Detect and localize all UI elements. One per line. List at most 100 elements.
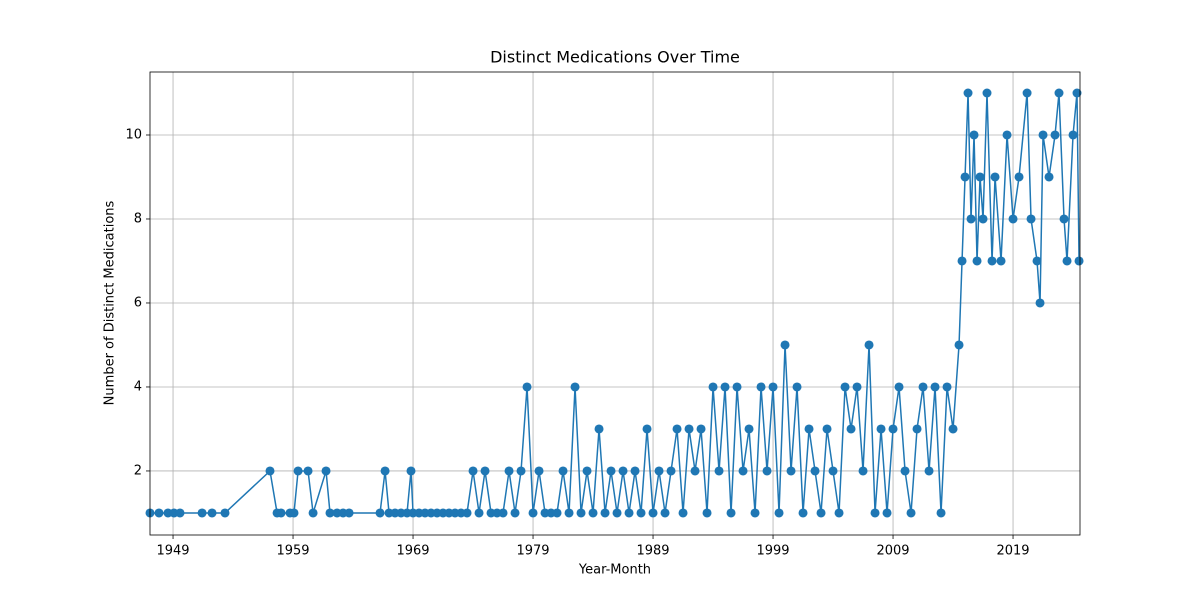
data-point bbox=[852, 382, 862, 392]
data-point bbox=[912, 424, 922, 434]
grid-layer bbox=[150, 72, 1080, 535]
data-point bbox=[672, 424, 682, 434]
data-point bbox=[207, 508, 217, 518]
data-point bbox=[1050, 130, 1060, 140]
data-point bbox=[708, 382, 718, 392]
data-point bbox=[642, 424, 652, 434]
data-point bbox=[918, 382, 928, 392]
data-point bbox=[276, 508, 286, 518]
data-point bbox=[828, 466, 838, 476]
data-point bbox=[660, 508, 670, 518]
data-point bbox=[762, 466, 772, 476]
data-point bbox=[576, 508, 586, 518]
data-point bbox=[1032, 256, 1042, 266]
data-point bbox=[1038, 130, 1048, 140]
data-point bbox=[564, 508, 574, 518]
data-point bbox=[612, 508, 622, 518]
data-point bbox=[780, 340, 790, 350]
data-point bbox=[510, 508, 520, 518]
data-point bbox=[630, 466, 640, 476]
data-point bbox=[308, 508, 318, 518]
data-point bbox=[816, 508, 826, 518]
data-point bbox=[600, 508, 610, 518]
data-point bbox=[840, 382, 850, 392]
data-point bbox=[406, 466, 416, 476]
data-point bbox=[684, 424, 694, 434]
data-point bbox=[534, 466, 544, 476]
data-point bbox=[498, 508, 508, 518]
data-point bbox=[876, 424, 886, 434]
y-tick-label: 2 bbox=[134, 463, 142, 478]
data-point bbox=[618, 466, 628, 476]
data-point bbox=[220, 508, 230, 518]
data-point bbox=[966, 214, 976, 224]
data-point bbox=[678, 508, 688, 518]
data-point bbox=[1026, 214, 1036, 224]
data-point bbox=[774, 508, 784, 518]
data-point bbox=[606, 466, 616, 476]
data-point bbox=[380, 466, 390, 476]
data-point bbox=[702, 508, 712, 518]
data-point bbox=[936, 508, 946, 518]
data-point bbox=[293, 466, 303, 476]
data-point bbox=[265, 466, 275, 476]
data-point bbox=[948, 424, 958, 434]
data-point bbox=[582, 466, 592, 476]
data-point bbox=[906, 508, 916, 518]
x-tick-label: 1989 bbox=[636, 544, 669, 559]
data-point bbox=[990, 172, 1000, 182]
data-point bbox=[786, 466, 796, 476]
data-point bbox=[957, 256, 967, 266]
data-point bbox=[1035, 298, 1045, 308]
data-point bbox=[982, 88, 992, 98]
data-point bbox=[744, 424, 754, 434]
data-point bbox=[996, 256, 1006, 266]
data-point bbox=[636, 508, 646, 518]
data-point bbox=[834, 508, 844, 518]
y-tick-label: 6 bbox=[134, 295, 142, 310]
data-point bbox=[624, 508, 634, 518]
data-point bbox=[969, 130, 979, 140]
data-point bbox=[558, 466, 568, 476]
x-tick-label: 1999 bbox=[756, 544, 789, 559]
data-point bbox=[690, 466, 700, 476]
data-point bbox=[954, 340, 964, 350]
data-point bbox=[888, 424, 898, 434]
data-point bbox=[462, 508, 472, 518]
data-point bbox=[1002, 130, 1012, 140]
data-point bbox=[480, 466, 490, 476]
data-point bbox=[594, 424, 604, 434]
data-point bbox=[344, 508, 354, 518]
data-point bbox=[474, 508, 484, 518]
data-point bbox=[726, 508, 736, 518]
data-point bbox=[822, 424, 832, 434]
data-point bbox=[894, 382, 904, 392]
chart-title: Distinct Medications Over Time bbox=[490, 48, 740, 67]
data-point bbox=[792, 382, 802, 392]
data-point bbox=[768, 382, 778, 392]
data-point bbox=[552, 508, 562, 518]
data-point bbox=[1074, 256, 1084, 266]
data-point bbox=[666, 466, 676, 476]
data-point bbox=[963, 88, 973, 98]
data-point bbox=[864, 340, 874, 350]
data-point bbox=[528, 508, 538, 518]
x-tick-label: 2019 bbox=[996, 544, 1029, 559]
data-point bbox=[858, 466, 868, 476]
data-point bbox=[930, 382, 940, 392]
data-point bbox=[1044, 172, 1054, 182]
data-point bbox=[375, 508, 385, 518]
plot-layer bbox=[145, 88, 1084, 518]
y-tick-label: 10 bbox=[125, 127, 142, 142]
data-point bbox=[1072, 88, 1082, 98]
y-axis-label: Number of Distinct Medications bbox=[103, 200, 118, 405]
x-tick-label: 1969 bbox=[396, 544, 429, 559]
data-point bbox=[882, 508, 892, 518]
data-point bbox=[924, 466, 934, 476]
data-point bbox=[516, 466, 526, 476]
data-point bbox=[321, 466, 331, 476]
data-point bbox=[648, 508, 658, 518]
x-tick-label: 1949 bbox=[156, 544, 189, 559]
data-point bbox=[987, 256, 997, 266]
